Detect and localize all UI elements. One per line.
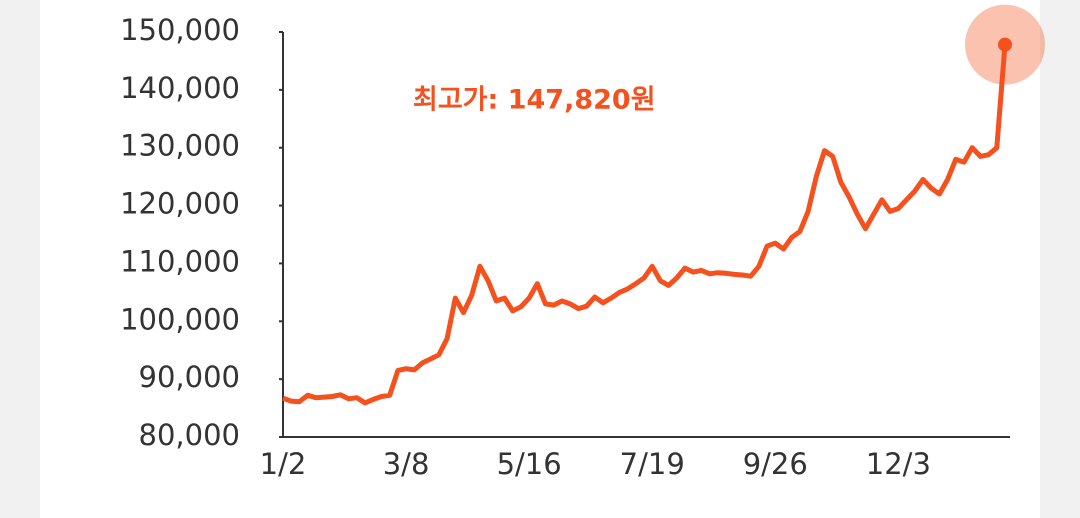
y-tick-label: 110,000	[120, 244, 240, 278]
y-tick-label: 130,000	[120, 129, 240, 163]
y-tick-label: 120,000	[120, 187, 240, 221]
x-tick-label: 5/16	[497, 447, 562, 481]
y-tick-label: 140,000	[120, 71, 240, 105]
y-tick-label: 90,000	[139, 360, 240, 394]
x-tick-label: 1/2	[260, 447, 307, 481]
x-tick-label: 12/3	[866, 447, 931, 481]
x-tick-label: 3/8	[383, 447, 430, 481]
y-tick-label: 150,000	[120, 13, 240, 47]
x-tick-label: 7/19	[620, 447, 685, 481]
annotation: 최고가: 147,820원	[413, 85, 656, 116]
y-tick-label: 80,000	[139, 418, 240, 452]
card	[40, 0, 1040, 518]
price-line	[282, 44, 1008, 406]
x-tick-label: 9/26	[743, 447, 808, 481]
y-tick-label: 100,000	[120, 302, 240, 336]
peak-point	[998, 37, 1012, 52]
